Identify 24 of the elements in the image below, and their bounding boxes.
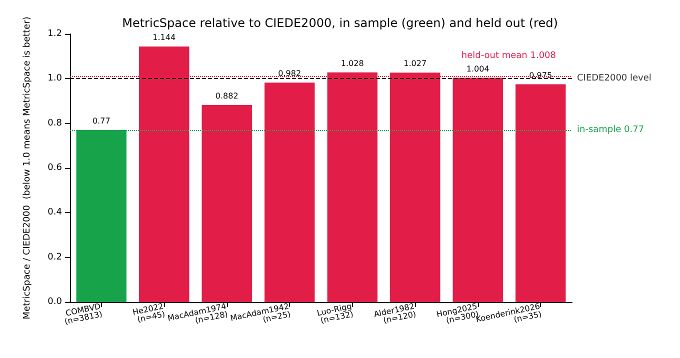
y-tick-label: 0.6 xyxy=(48,163,62,173)
y-tick-label: 0.4 xyxy=(48,208,62,218)
y-tick-label: 1.2 xyxy=(48,29,62,39)
bar xyxy=(202,105,252,302)
data-label: 1.144 xyxy=(152,33,176,42)
y-axis-title: MetricSpace / CIEDE2000 (below 1.0 means MetricSpace is better) xyxy=(22,16,32,320)
y-tick-label: 0.8 xyxy=(48,118,62,128)
bar xyxy=(516,84,566,302)
bar xyxy=(264,82,315,302)
ref-line-label: held-out mean 1.008 xyxy=(461,50,556,61)
y-tick-label: 1.0 xyxy=(48,74,62,84)
y-tick-label: 0.0 xyxy=(48,297,62,307)
data-label: 1.004 xyxy=(466,64,490,74)
data-label: 1.027 xyxy=(404,59,427,68)
x-tick-label: He2022 (n=45) xyxy=(132,302,166,324)
data-label: 0.77 xyxy=(92,116,110,126)
chart-title: MetricSpace relative to CIEDE2000, in sample (green) and held out (red) xyxy=(122,16,558,30)
data-label: 1.028 xyxy=(340,58,364,68)
y-tick-label: 0.2 xyxy=(48,252,62,262)
x-tick-label: Luo-Rigg (n=132) xyxy=(316,302,354,326)
data-label: 0.982 xyxy=(278,69,302,78)
ref-line-label: CIEDE2000 level xyxy=(577,74,652,84)
data-label: 0.882 xyxy=(215,92,238,101)
ref-line-label: in-sample 0.77 xyxy=(577,125,644,136)
